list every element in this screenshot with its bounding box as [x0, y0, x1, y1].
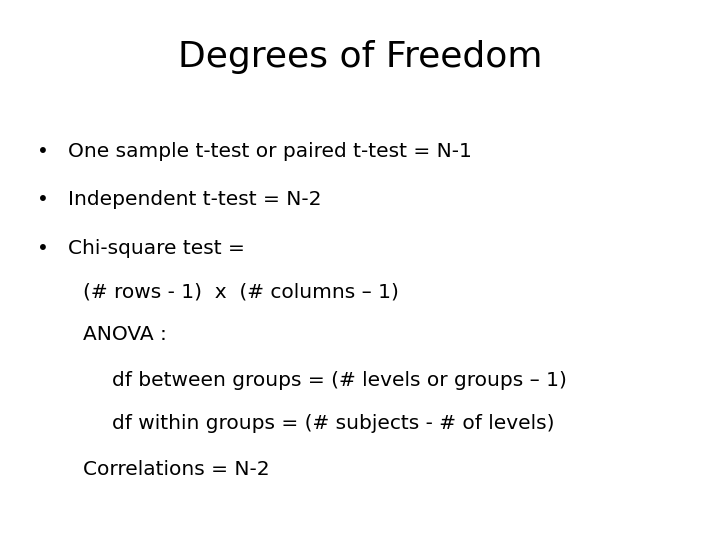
Text: •: • [37, 239, 49, 258]
Text: Correlations = N-2: Correlations = N-2 [83, 460, 269, 480]
Text: Independent t-test = N-2: Independent t-test = N-2 [68, 190, 322, 210]
Text: •: • [37, 141, 49, 161]
Text: Degrees of Freedom: Degrees of Freedom [178, 40, 542, 73]
Text: •: • [37, 190, 49, 210]
Text: Chi-square test =: Chi-square test = [68, 239, 246, 258]
Text: ANOVA :: ANOVA : [83, 325, 166, 345]
Text: One sample t-test or paired t-test = N-1: One sample t-test or paired t-test = N-1 [68, 141, 472, 161]
Text: df within groups = (# subjects - # of levels): df within groups = (# subjects - # of le… [112, 414, 554, 434]
Text: (# rows - 1)  x  (# columns – 1): (# rows - 1) x (# columns – 1) [83, 282, 399, 301]
Text: df between groups = (# levels or groups – 1): df between groups = (# levels or groups … [112, 371, 567, 390]
